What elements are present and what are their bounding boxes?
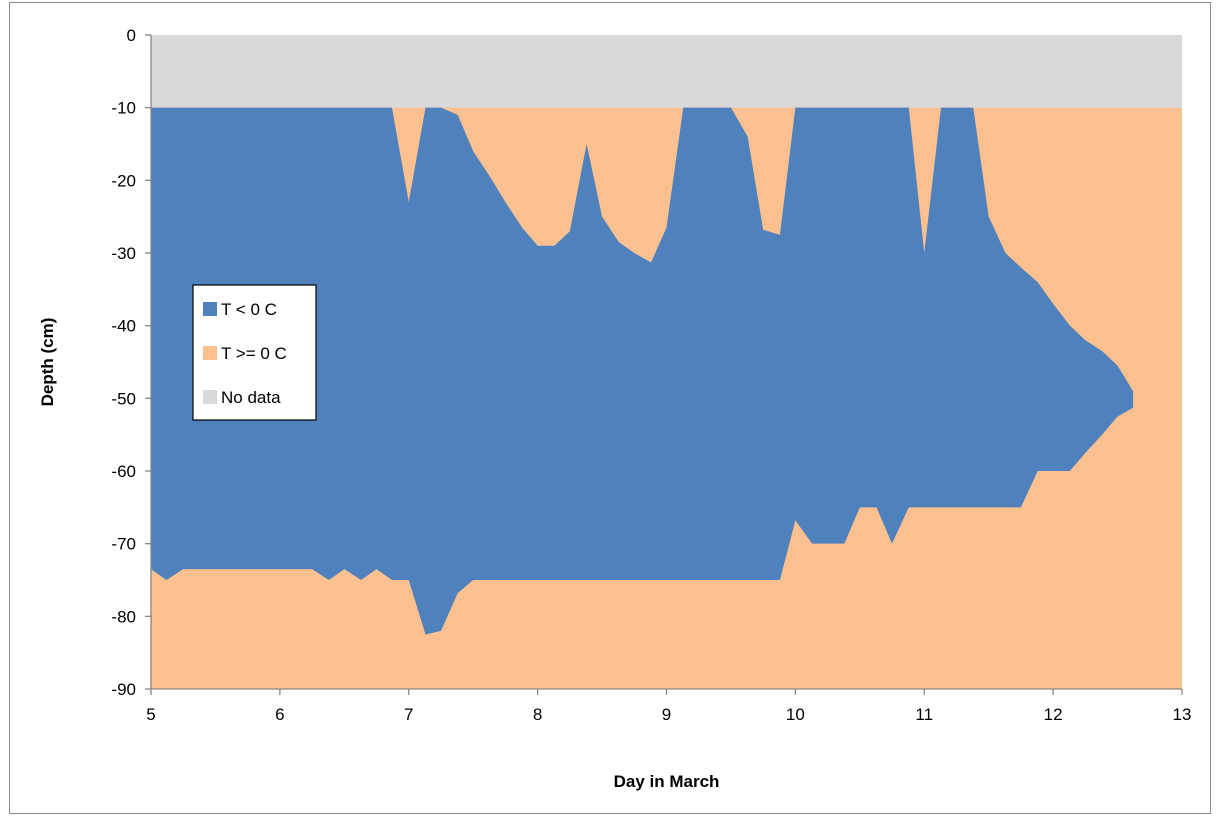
x-tick-label: 9 bbox=[662, 705, 671, 724]
x-tick-label: 12 bbox=[1044, 705, 1063, 724]
x-tick-label: 7 bbox=[404, 705, 413, 724]
y-tick-label: -60 bbox=[111, 462, 136, 481]
x-tick-label: 6 bbox=[275, 705, 284, 724]
x-tick-label: 8 bbox=[533, 705, 542, 724]
legend-swatch-below-zero bbox=[203, 302, 217, 316]
chart-frame: 0 -10 -20 -30 -40 -50 -60 -70 -80 -90 5 6 7 8 9 10 11 12 1… bbox=[9, 2, 1211, 814]
x-tick-label: 10 bbox=[786, 705, 805, 724]
x-tick-label: 13 bbox=[1173, 705, 1192, 724]
legend-label-below-zero: T < 0 C bbox=[221, 300, 277, 319]
legend-label-above-zero: T >= 0 C bbox=[221, 344, 287, 363]
axes bbox=[145, 34, 1183, 695]
legend: T < 0 C T >= 0 C No data bbox=[192, 284, 317, 421]
area-no-data bbox=[151, 35, 1182, 108]
y-tick-label: 0 bbox=[127, 26, 136, 45]
area-below-zero bbox=[151, 107, 1134, 635]
y-tick-label: -30 bbox=[111, 244, 136, 263]
legend-swatch-no-data bbox=[203, 390, 217, 404]
y-tick-label: -70 bbox=[111, 535, 136, 554]
y-tick-label: -20 bbox=[111, 171, 136, 190]
tick-labels: 0 -10 -20 -30 -40 -50 -60 -70 -80 -90 5 6 7 8 9 10 11 12 1… bbox=[111, 26, 1191, 724]
chart-canvas: 0 -10 -20 -30 -40 -50 -60 -70 -80 -90 5 6 7 8 9 10 11 12 1… bbox=[38, 26, 1191, 791]
x-axis-title: Day in March bbox=[614, 772, 720, 791]
legend-label-no-data: No data bbox=[221, 388, 281, 407]
x-tick-label: 11 bbox=[915, 705, 933, 724]
y-tick-label: -80 bbox=[111, 607, 136, 626]
y-axis-title: Depth (cm) bbox=[38, 318, 57, 407]
plot-area bbox=[151, 35, 1182, 689]
y-tick-label: -90 bbox=[111, 680, 136, 699]
y-tick-label: -40 bbox=[111, 317, 136, 336]
y-tick-label: -10 bbox=[111, 99, 136, 118]
y-tick-label: -50 bbox=[111, 389, 136, 408]
legend-swatch-above-zero bbox=[203, 346, 217, 360]
x-tick-label: 5 bbox=[146, 705, 155, 724]
